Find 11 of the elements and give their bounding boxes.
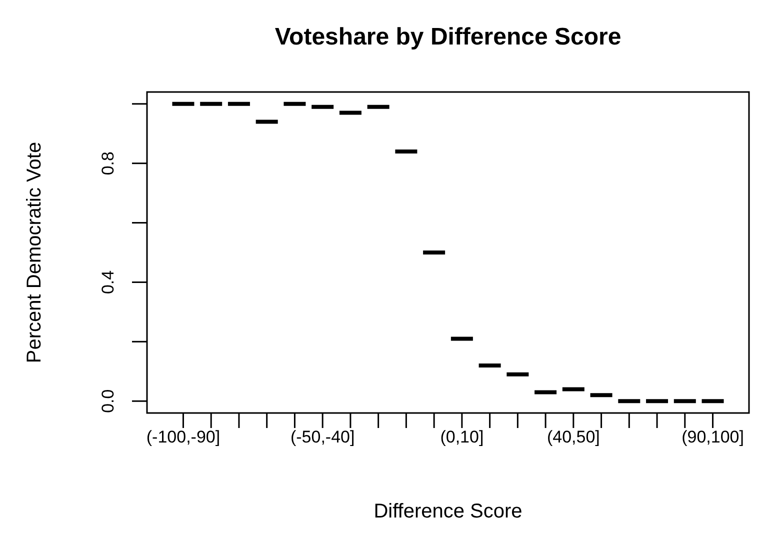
x-tick-label: (-50,-40] [290,428,355,447]
x-tick-label: (-100,-90] [146,428,220,447]
x-axis-title: Difference Score [374,500,522,523]
chart-title: Voteshare by Difference Score [274,24,622,51]
x-tick-label: (90,100] [682,428,744,447]
y-tick-label: 0.0 [98,389,118,413]
x-tick-label: (0,10] [440,428,484,447]
y-tick-label: 0.8 [98,152,118,176]
x-tick-label: (40,50] [546,428,600,447]
y-tick-label: 0.4 [98,270,118,294]
y-axis-title: Percent Democratic Vote [24,142,46,364]
